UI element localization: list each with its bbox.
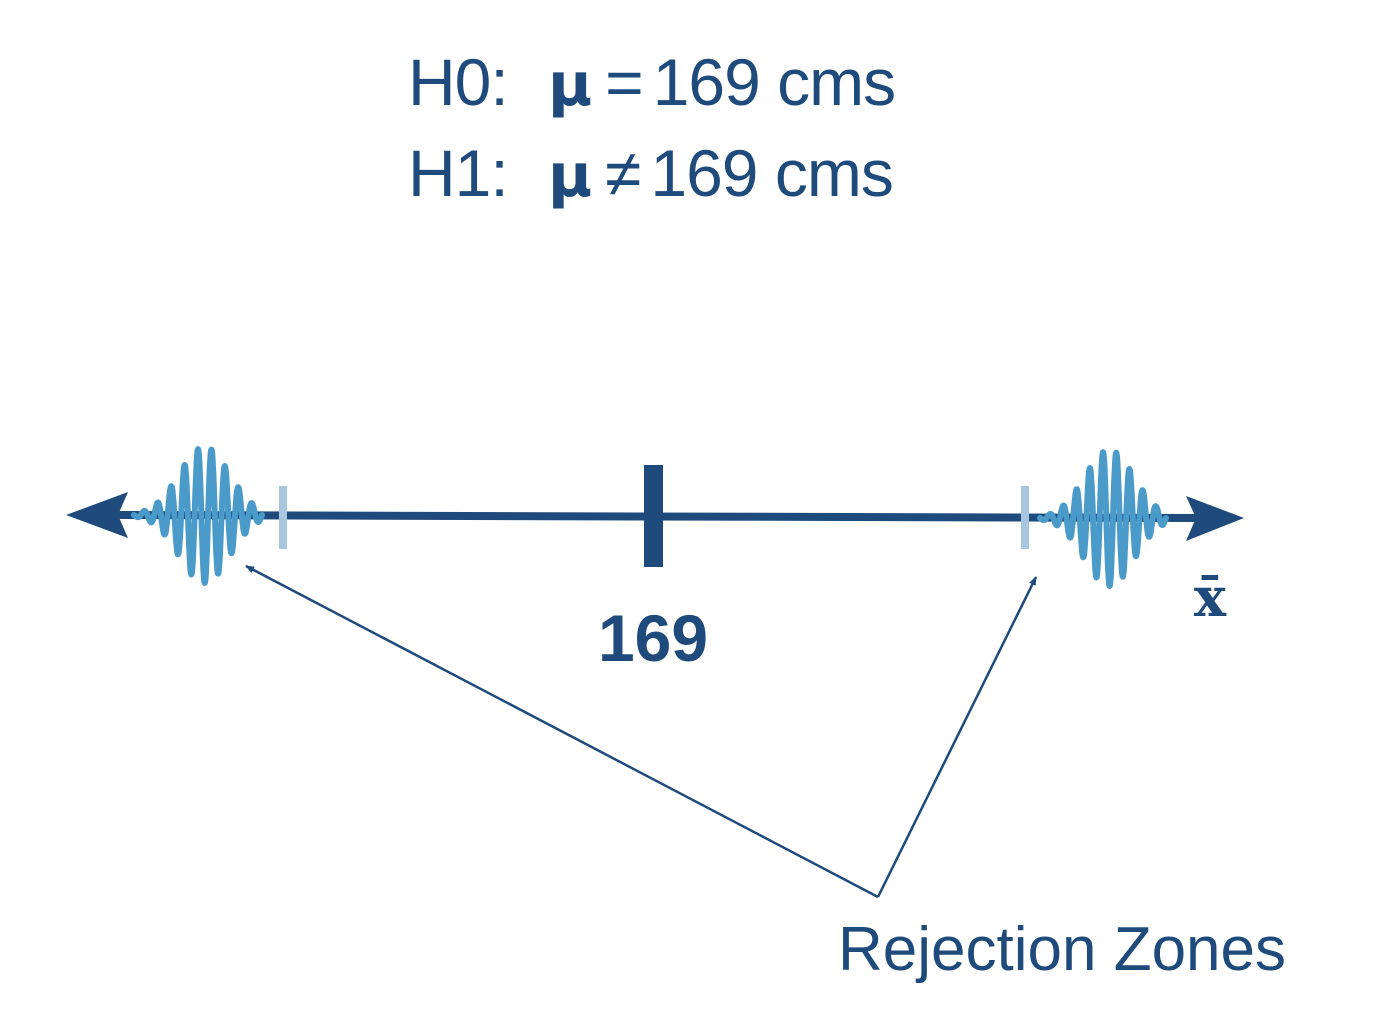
annotation-arrow-left <box>246 566 878 897</box>
center-value-label: 169 <box>598 601 708 675</box>
left-critical-boundary <box>279 486 287 549</box>
rejection-zones-label: Rejection Zones <box>838 915 1286 984</box>
right-critical-boundary <box>1021 486 1029 549</box>
center-tick <box>644 465 663 567</box>
axis-label-xbar: x̄ <box>1194 565 1227 629</box>
annotation-arrow-right <box>878 577 1036 897</box>
